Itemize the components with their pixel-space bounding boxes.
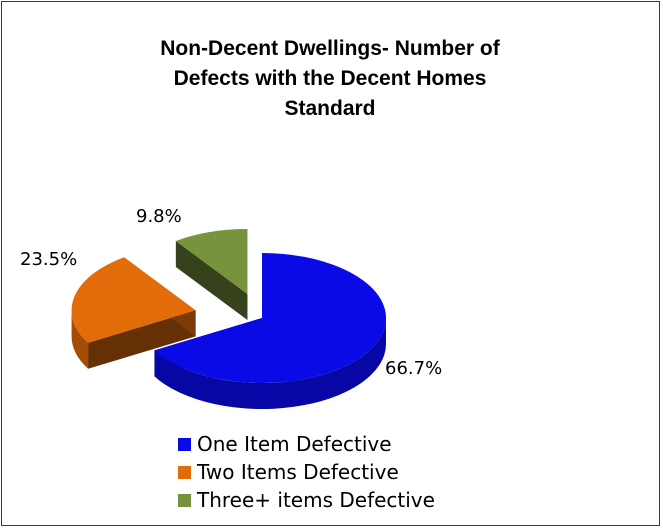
chart-title-line-2: Defects with the Decent Homes [173, 67, 487, 90]
chart-title: Non-Decent Dwellings- Number of Defects … [60, 34, 600, 124]
legend: One Item Defective Two Items Defective T… [178, 430, 435, 514]
data-label-three: 9.8% [136, 206, 182, 227]
slice-two [71, 257, 196, 343]
slice-two-outer-wall [71, 310, 89, 369]
slice-one-outer-wall [154, 318, 386, 409]
chart-title-line-3: Standard [284, 97, 376, 120]
slice-one [154, 253, 387, 383]
data-label-two: 23.5% [20, 249, 77, 270]
pie-tops [71, 229, 387, 383]
chart-title-line-1: Non-Decent Dwellings- Number of [160, 37, 500, 60]
legend-swatch-one [178, 437, 191, 451]
pie-labels: 66.7% 23.5% 9.8% [20, 206, 442, 379]
legend-item-three: Three+ items Defective [178, 486, 435, 514]
legend-swatch-three [178, 493, 191, 507]
legend-label-three: Three+ items Defective [197, 488, 435, 512]
data-label-one: 66.7% [385, 358, 442, 379]
slice-three-wall-start [175, 240, 248, 321]
legend-label-one: One Item Defective [197, 432, 392, 456]
legend-label-two: Two Items Defective [197, 460, 399, 484]
legend-item-one: One Item Defective [178, 430, 435, 458]
slice-three [175, 229, 248, 295]
slice-two-wall-start [88, 310, 196, 369]
legend-swatch-two [178, 465, 191, 479]
legend-item-two: Two Items Defective [178, 458, 435, 486]
